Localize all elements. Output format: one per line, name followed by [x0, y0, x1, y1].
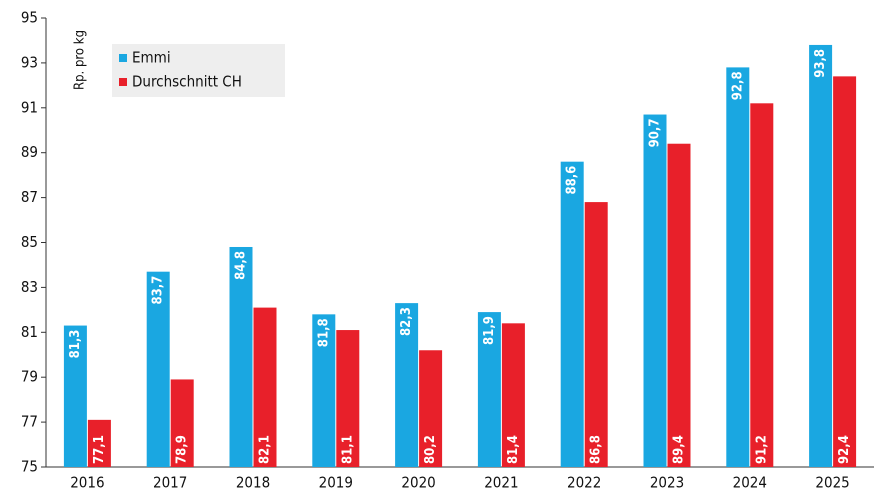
value-label: 90,7	[648, 119, 663, 148]
legend-label: Durchschnitt CH	[132, 73, 242, 91]
bar	[146, 271, 170, 467]
legend-swatch	[119, 78, 127, 86]
value-label: 82,1	[258, 435, 273, 464]
value-label: 93,8	[813, 49, 828, 78]
bar	[584, 202, 608, 467]
value-label: 81,8	[316, 318, 331, 347]
value-label: 91,2	[754, 435, 769, 464]
y-tick-label: 91	[21, 98, 38, 116]
value-label: 78,9	[175, 435, 190, 464]
bar	[477, 312, 501, 467]
x-tick-label: 2019	[319, 474, 353, 492]
value-label: 77,1	[92, 435, 107, 464]
value-label: 83,7	[151, 276, 166, 305]
y-axis-label: Rp. pro kg	[73, 30, 88, 90]
y-tick-label: 95	[21, 9, 38, 27]
legend-swatch	[119, 54, 127, 62]
y-tick-label: 79	[21, 368, 38, 386]
bar	[170, 379, 194, 467]
value-label: 84,8	[234, 251, 249, 280]
x-tick-label: 2018	[236, 474, 270, 492]
value-label: 82,3	[399, 307, 414, 336]
bar	[833, 76, 857, 468]
value-label: 92,8	[730, 71, 745, 100]
x-tick-label: 2023	[650, 474, 684, 492]
y-tick-label: 87	[21, 188, 38, 206]
x-tick-label: 2025	[815, 474, 849, 492]
bar	[419, 350, 443, 467]
bar	[643, 114, 667, 467]
bar	[667, 143, 691, 467]
bar	[87, 419, 111, 467]
legend-label: Emmi	[132, 49, 171, 67]
value-label: 80,2	[423, 435, 438, 464]
x-tick-label: 2021	[484, 474, 518, 492]
legend-box	[112, 44, 285, 97]
y-tick-label: 89	[21, 143, 38, 161]
bar	[253, 307, 277, 467]
value-label: 81,3	[68, 330, 83, 359]
bar	[312, 314, 336, 467]
bar	[726, 67, 750, 467]
bar	[229, 246, 253, 467]
y-tick-label: 75	[21, 458, 38, 476]
y-tick-label: 77	[21, 413, 38, 431]
x-tick-label: 2017	[153, 474, 187, 492]
value-label: 86,8	[589, 435, 604, 464]
bar	[63, 325, 87, 467]
value-label: 88,6	[565, 166, 580, 195]
bar	[336, 330, 360, 467]
bar	[395, 303, 419, 467]
y-tick-label: 85	[21, 233, 38, 251]
value-label: 92,4	[837, 435, 852, 464]
x-tick-label: 2024	[733, 474, 767, 492]
bar	[501, 323, 525, 467]
y-tick-label: 81	[21, 323, 38, 341]
bar	[809, 44, 833, 467]
x-tick-label: 2020	[401, 474, 435, 492]
x-tick-label: 2022	[567, 474, 601, 492]
x-tick-label: 2016	[70, 474, 104, 492]
bar	[750, 103, 774, 467]
bar	[560, 161, 584, 467]
y-tick-label: 83	[21, 278, 38, 296]
value-label: 81,4	[506, 435, 521, 464]
value-label: 81,9	[482, 316, 497, 345]
y-tick-label: 93	[21, 53, 38, 71]
value-label: 89,4	[672, 435, 687, 464]
value-label: 81,1	[340, 435, 355, 464]
